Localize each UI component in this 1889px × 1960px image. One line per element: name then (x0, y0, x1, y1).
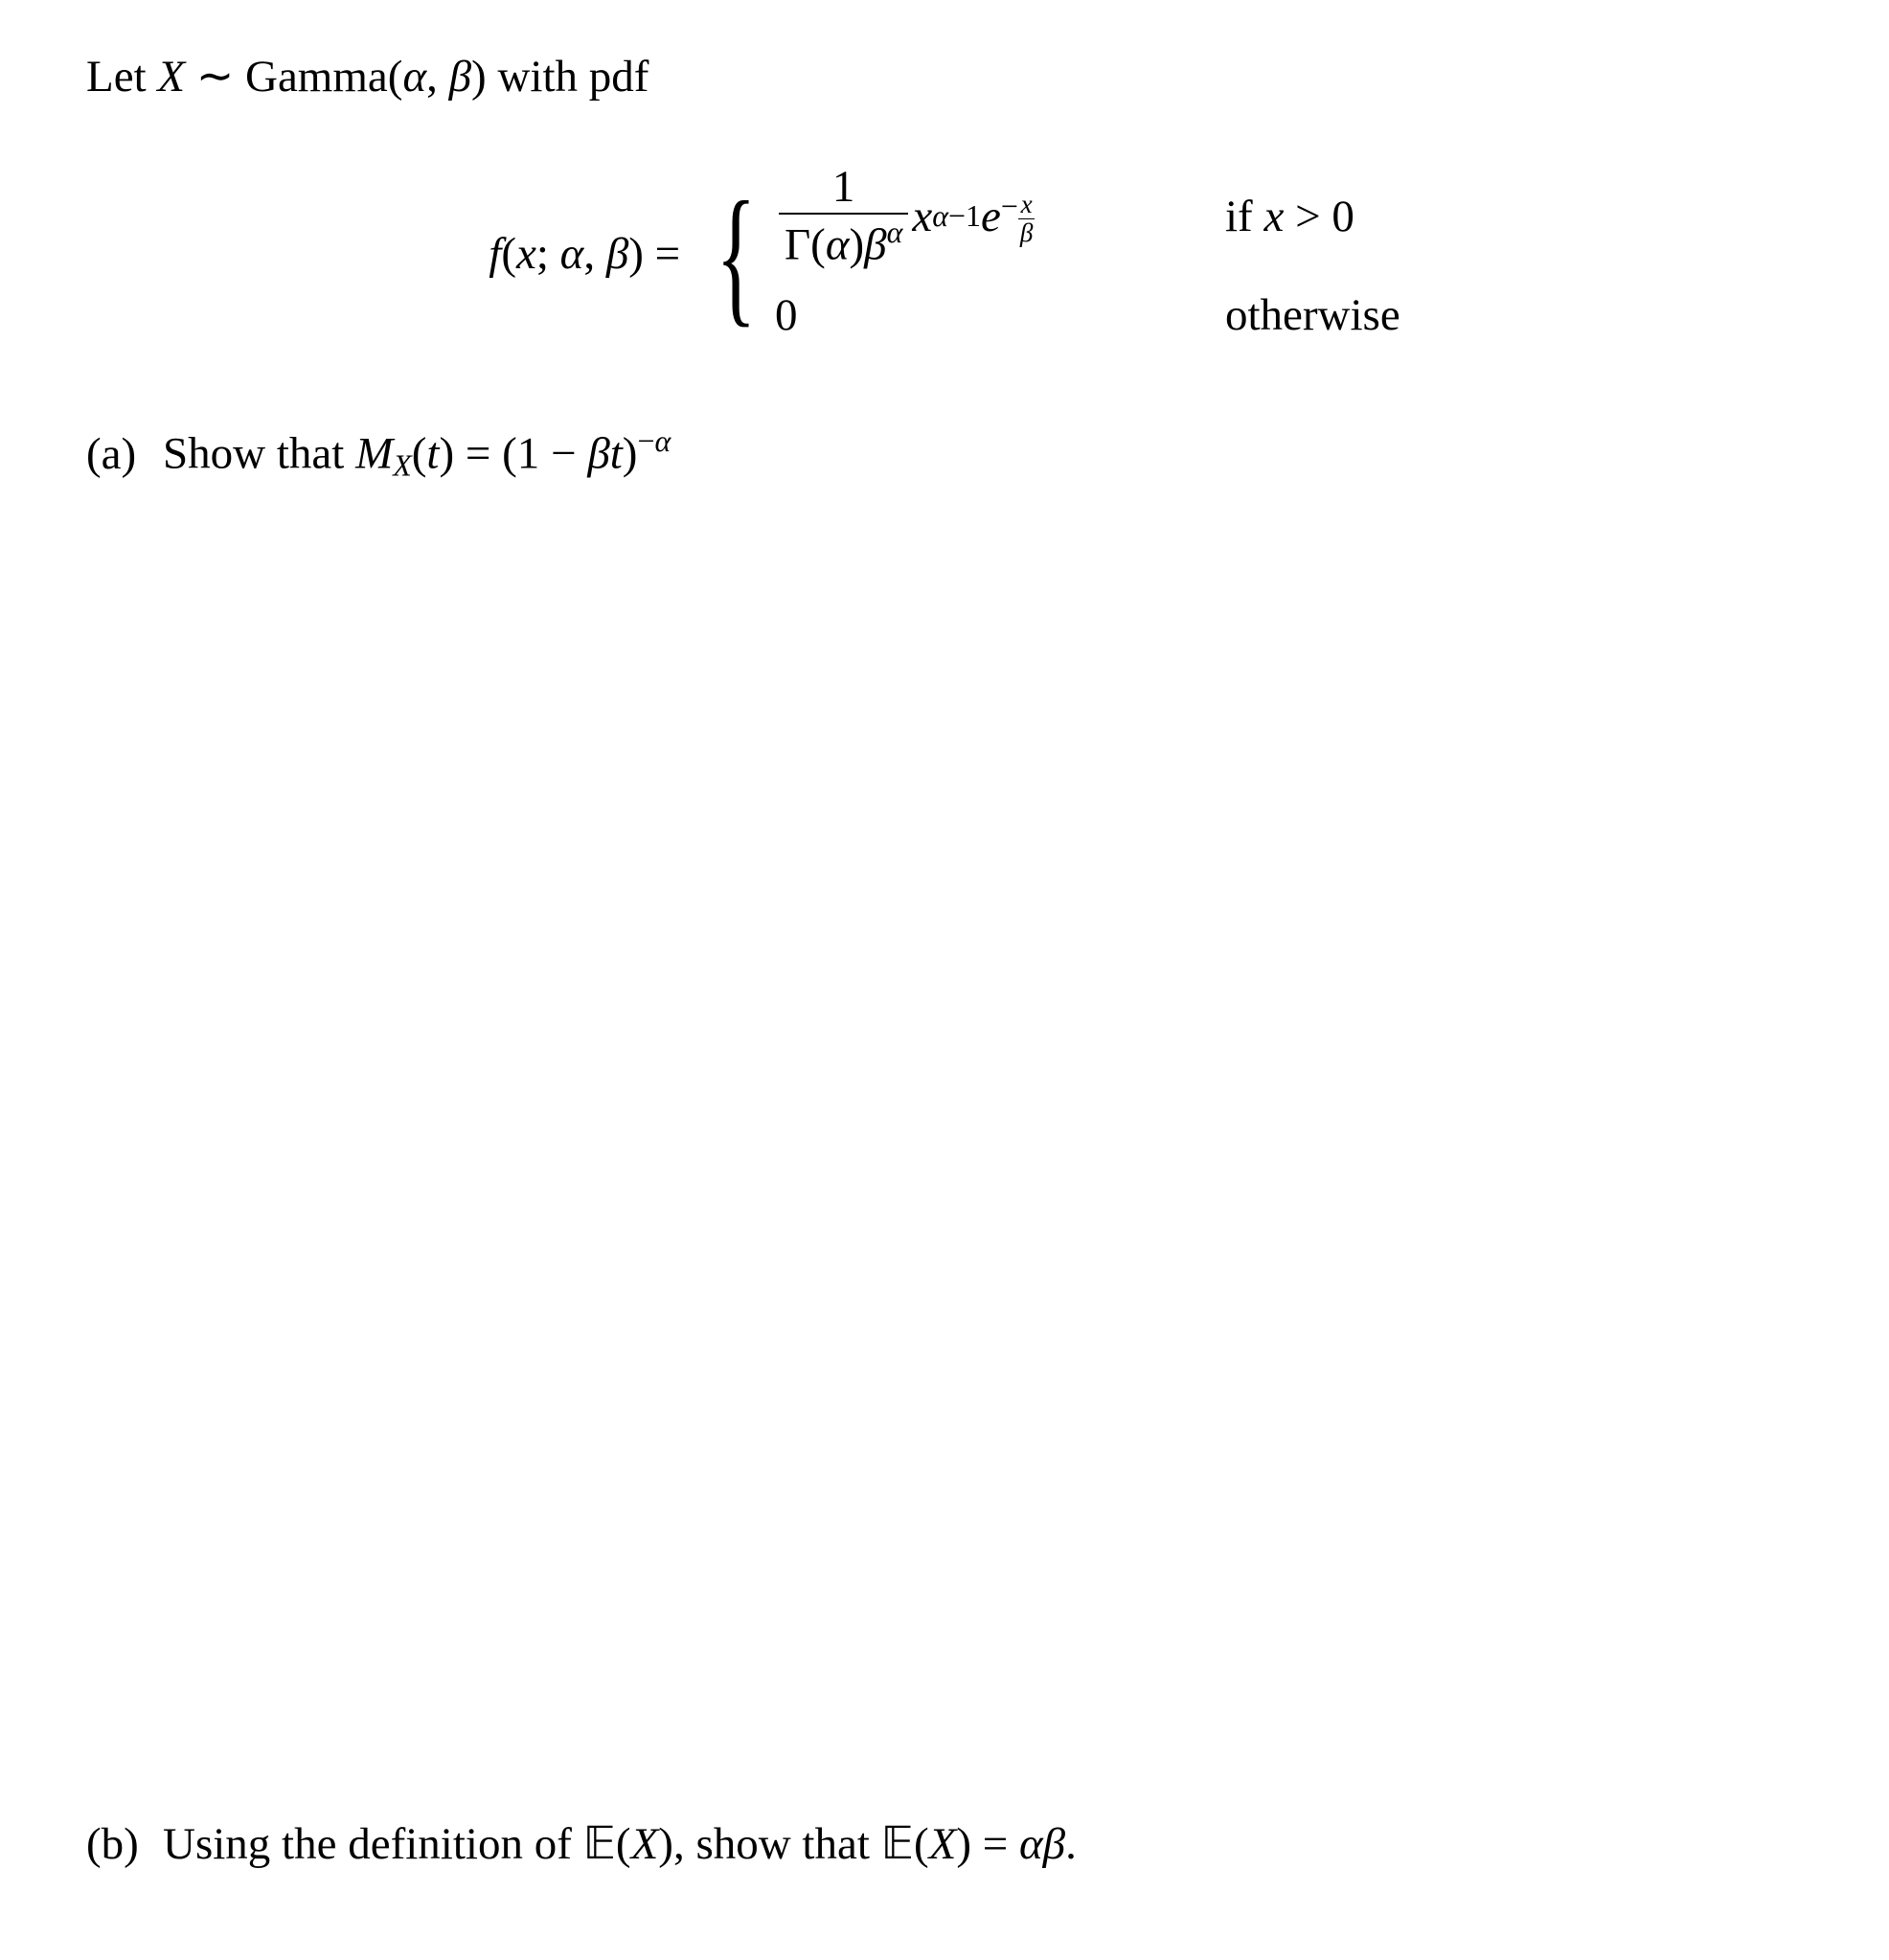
cond-gt0: > 0 (1284, 192, 1354, 241)
pdf-f: f (489, 229, 501, 279)
pdf-coef-frac: 1 Γ(α)βα (779, 164, 908, 269)
expect-close2: ) (956, 1819, 971, 1869)
pdf-e-frac-den: β (1018, 218, 1036, 246)
gamma-arg-alpha: α (826, 220, 850, 270)
mgf-lpar: ( (502, 429, 517, 479)
intro-tilde: ∼ (185, 52, 245, 102)
mgf-M: M (355, 429, 393, 479)
mgf-exp: −α (637, 424, 671, 458)
gamma-open: ( (810, 220, 826, 270)
gamma-close: ) (849, 220, 864, 270)
pdf-inner: f(x; α, β) = { 1 Γ(α)βα xα−1e−xβ if x > … (489, 164, 1400, 345)
part-b: (b) Using the definition of 𝔼(X), show t… (86, 1815, 1803, 1874)
cond-x: x (1263, 192, 1284, 241)
piecewise-brace: { (716, 186, 756, 324)
pdf-frac-den: Γ(α)βα (779, 213, 908, 269)
mgf-exp-alpha: α (654, 424, 671, 458)
expect-open1: ( (616, 1819, 631, 1869)
mgf-open: ( (412, 429, 427, 479)
pdf-x-term: x (912, 188, 932, 246)
pdf-sep2: , (583, 229, 606, 279)
pdf-case1-cond: if x > 0 (1187, 188, 1354, 246)
den-beta: β (864, 220, 886, 270)
den-beta-exp: α (887, 216, 903, 249)
pdf-x-exp-alpha: α (932, 199, 948, 233)
intro-beta: β (449, 52, 471, 102)
pdf-alpha: α (560, 229, 584, 279)
part-a-text: Show that (163, 429, 355, 479)
intro-close: ) (471, 52, 487, 102)
mgf-eq: = (454, 429, 502, 479)
cond-if: if (1225, 192, 1263, 241)
intro-dist-name: Gamma (245, 52, 388, 102)
pdf-case2-cond: otherwise (1187, 286, 1400, 345)
part-b-text1: Using the definition of (163, 1819, 583, 1869)
expect-close1: ) (658, 1819, 673, 1869)
pdf-e-exp-frac: xβ (1018, 192, 1036, 246)
pdf-e: e (981, 188, 1001, 246)
part-b-body: Using the definition of 𝔼(X), show that … (163, 1815, 1803, 1874)
pdf-case-positive: 1 Γ(α)βα xα−1e−xβ if x > 0 (775, 164, 1400, 269)
gamma-func: Γ (785, 220, 810, 270)
mgf-sub-X: X (393, 449, 412, 483)
intro-suffix: with pdf (487, 52, 649, 102)
pdf-case-otherwise: 0 otherwise (775, 286, 1400, 345)
pdf-close: ) (628, 229, 644, 279)
pdf-zero: 0 (775, 286, 798, 345)
pdf-lhs: f(x; α, β) = (489, 225, 680, 284)
mgf-rpar: ) (623, 429, 638, 479)
pdf-open: ( (501, 229, 516, 279)
expect-eq: = (971, 1819, 1019, 1869)
expect-X1: X (631, 1819, 659, 1869)
intro-var-X: X (157, 52, 185, 102)
expect-X2: X (929, 1819, 957, 1869)
part-a-body: Show that MX(t) = (1 − βt)−α (163, 422, 1803, 486)
pdf-definition: f(x; α, β) = { 1 Γ(α)βα xα−1e−xβ if x > … (86, 164, 1803, 345)
pdf-e-exp: −xβ (1001, 187, 1036, 246)
part-b-period: . (1065, 1819, 1077, 1869)
intro-alpha: α (402, 52, 426, 102)
pdf-x: x (516, 229, 536, 279)
intro-prefix: Let (86, 52, 157, 102)
expect-beta: β (1043, 1819, 1065, 1869)
pdf-case1-expr: 1 Γ(α)βα xα−1e−xβ (775, 164, 1187, 269)
part-a: (a) Show that MX(t) = (1 − βt)−α (86, 422, 1803, 486)
mgf-t2: t (610, 429, 623, 479)
expect-E1: 𝔼 (583, 1819, 616, 1869)
mgf-close: ) (439, 429, 454, 479)
mgf-t: t (426, 429, 439, 479)
intro-line: Let X ∼ Gamma(α, β) with pdf (86, 48, 1803, 106)
part-b-label: (b) (86, 1815, 163, 1874)
mgf-one: 1 (517, 429, 540, 479)
intro-open: ( (388, 52, 403, 102)
expect-alpha: α (1019, 1819, 1043, 1869)
pdf-x-exp: α−1 (932, 196, 981, 237)
pdf-case2-expr: 0 (775, 286, 1187, 345)
pdf-sep1: ; (536, 229, 560, 279)
pdf-e-frac-num: x (1019, 192, 1035, 218)
mgf-exp-minus: − (637, 424, 654, 458)
pdf-beta: β (606, 229, 628, 279)
expect-open2: ( (914, 1819, 929, 1869)
mgf-beta: β (587, 429, 609, 479)
expect-E2: 𝔼 (881, 1819, 914, 1869)
part-a-label: (a) (86, 425, 163, 484)
mgf-minus: − (539, 429, 587, 479)
part-b-text2: , show that (673, 1819, 881, 1869)
piecewise-cases: 1 Γ(α)βα xα−1e−xβ if x > 0 0 otherwise (775, 164, 1400, 345)
pdf-x-exp-minus1: −1 (948, 199, 981, 233)
pdf-e-neg: − (1001, 190, 1018, 223)
pdf-eq: = (644, 229, 680, 279)
intro-comma: , (426, 52, 449, 102)
pdf-frac-num: 1 (827, 164, 861, 213)
